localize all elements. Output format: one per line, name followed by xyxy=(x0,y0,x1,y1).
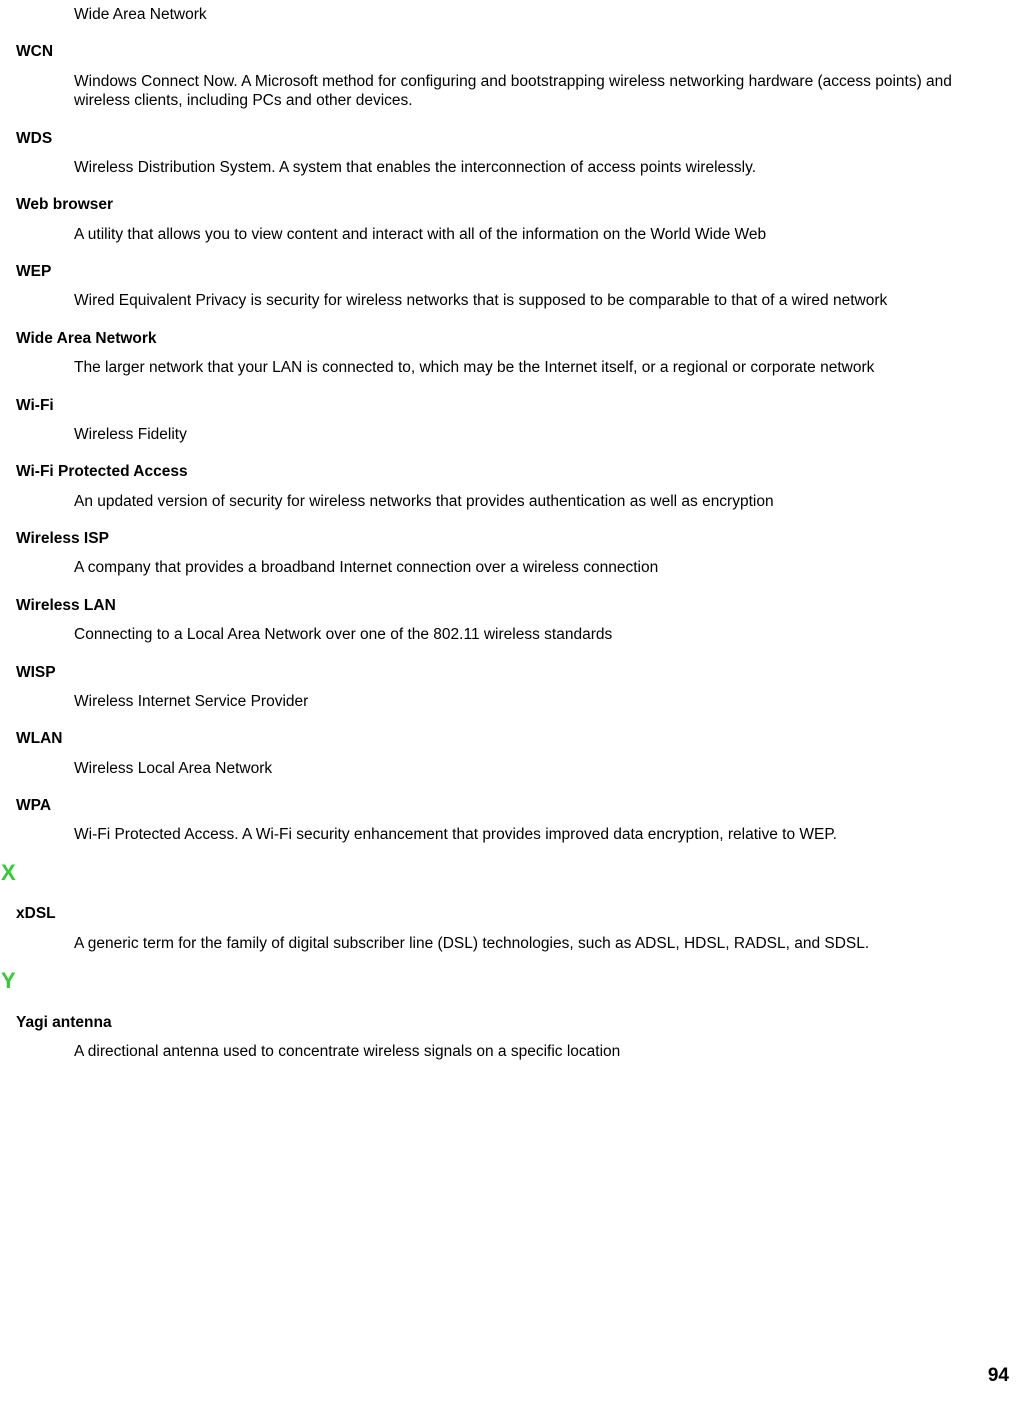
glossary-definition: Wireless Distribution System. A system t… xyxy=(74,158,1009,177)
glossary-definition: Wireless Internet Service Provider xyxy=(74,692,1009,711)
glossary-definition: A company that provides a broadband Inte… xyxy=(74,558,1009,577)
glossary-definition: The larger network that your LAN is conn… xyxy=(74,358,1009,377)
page-number: 94 xyxy=(988,1364,1009,1388)
letter-heading-y: Y xyxy=(1,967,1009,995)
glossary-term: WEP xyxy=(16,262,1009,281)
glossary-definition: A utility that allows you to view conten… xyxy=(74,225,1009,244)
letter-heading-x: X xyxy=(1,859,1009,887)
glossary-definition: Windows Connect Now. A Microsoft method … xyxy=(74,72,1009,111)
entries-x: xDSL A generic term for the family of dig… xyxy=(16,904,1009,953)
glossary-definition: Wired Equivalent Privacy is security for… xyxy=(74,291,1009,310)
glossary-definition: An updated version of security for wirel… xyxy=(74,492,1009,511)
glossary-term: Wide Area Network xyxy=(16,329,1009,348)
glossary-term: Wireless ISP xyxy=(16,529,1009,548)
glossary-definition: Wireless Local Area Network xyxy=(74,759,1009,778)
glossary-term: WDS xyxy=(16,129,1009,148)
glossary-definition: A generic term for the family of digital… xyxy=(74,934,1009,953)
glossary-term: Wi-Fi Protected Access xyxy=(16,462,1009,481)
glossary-page: Wide Area Network WCN Windows Connect Now… xyxy=(0,0,1025,1410)
glossary-term: WCN xyxy=(16,42,1009,61)
entries-y: Yagi antenna A directional antenna used t… xyxy=(16,1013,1009,1062)
glossary-term: Yagi antenna xyxy=(16,1013,1009,1032)
glossary-term: Wi-Fi xyxy=(16,396,1009,415)
glossary-term: xDSL xyxy=(16,904,1009,923)
glossary-term: WLAN xyxy=(16,729,1009,748)
glossary-definition: Connecting to a Local Area Network over … xyxy=(74,625,1009,644)
glossary-definition: Wireless Fidelity xyxy=(74,425,1009,444)
glossary-definition: A directional antenna used to concentrat… xyxy=(74,1042,1009,1061)
entries-w: WCN Windows Connect Now. A Microsoft meth… xyxy=(16,42,1009,844)
glossary-term: WISP xyxy=(16,663,1009,682)
glossary-term: Wireless LAN xyxy=(16,596,1009,615)
glossary-term: WPA xyxy=(16,796,1009,815)
glossary-definition: Wi-Fi Protected Access. A Wi-Fi security… xyxy=(74,825,1009,844)
orphan-definition: Wide Area Network xyxy=(74,5,1009,24)
glossary-term: Web browser xyxy=(16,195,1009,214)
